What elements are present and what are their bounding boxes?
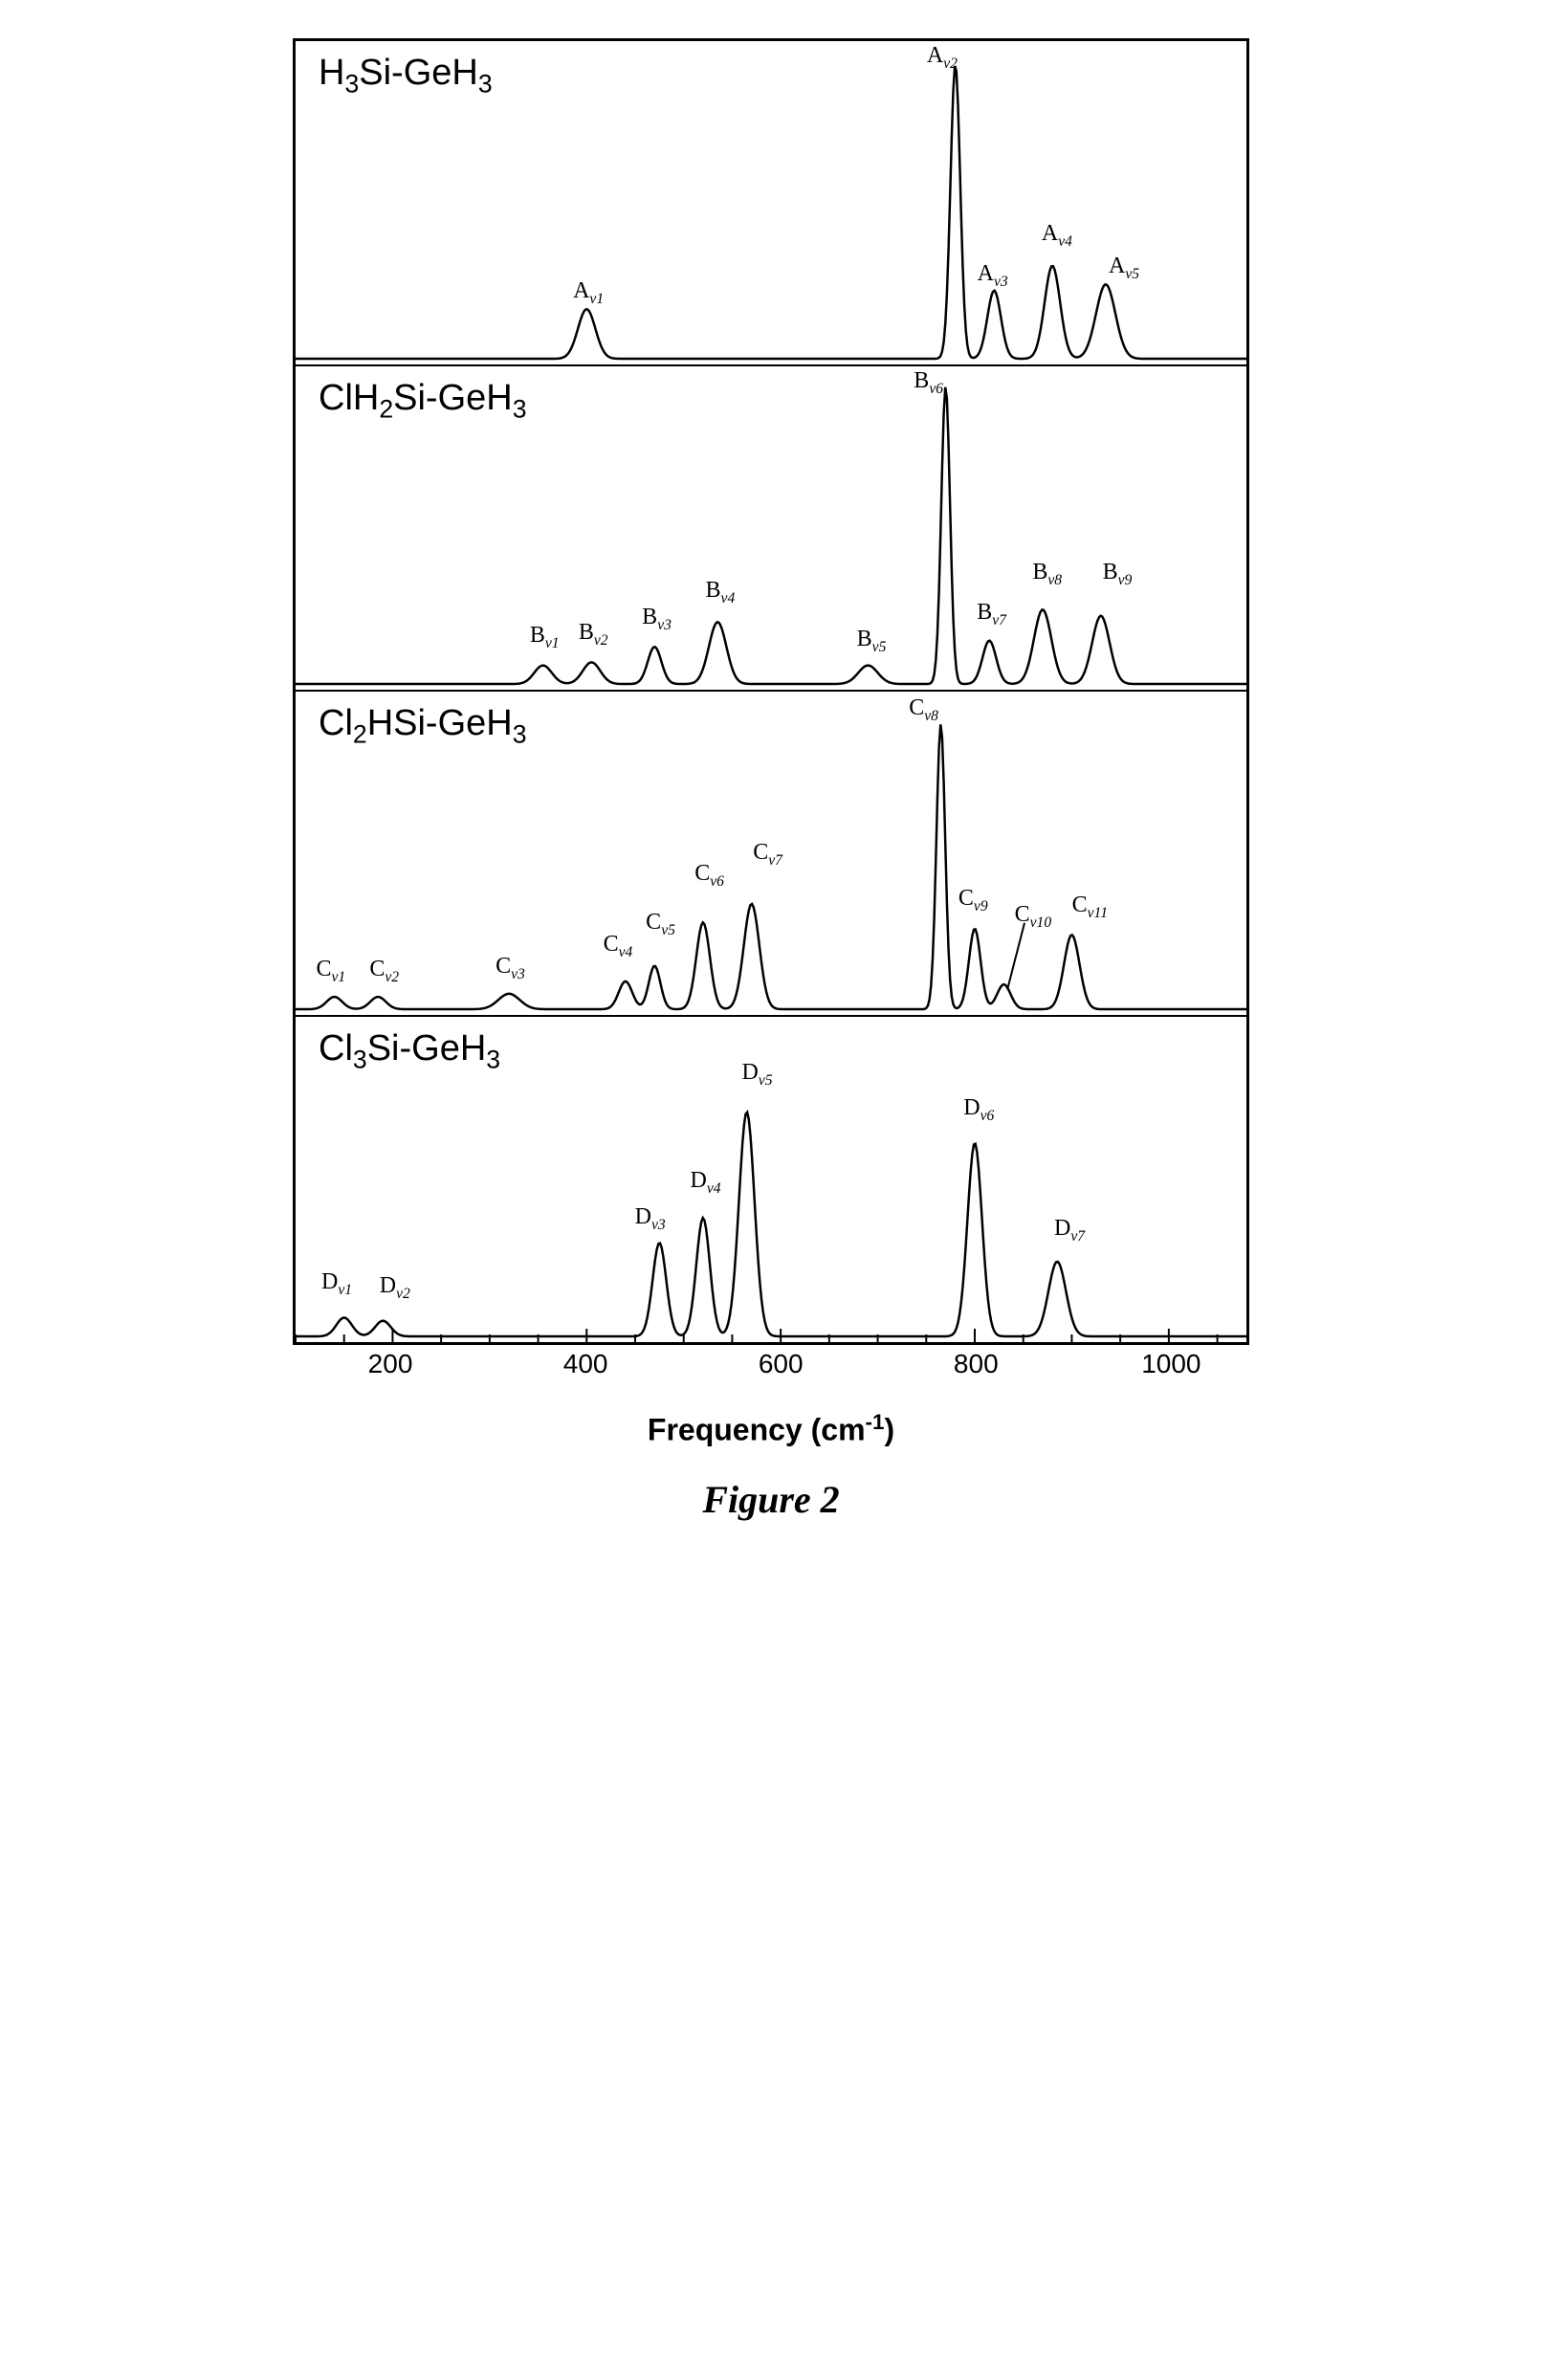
peak-label: Aν2 xyxy=(927,43,958,73)
peak-label: Dν1 xyxy=(321,1269,352,1299)
peak-label: Cν1 xyxy=(316,957,345,986)
peak-label: Bν6 xyxy=(914,368,943,398)
peak-label: Aν3 xyxy=(978,261,1008,291)
peak-label: Cν4 xyxy=(604,932,633,961)
panel-title: H3Si-GeH3 xyxy=(319,53,493,99)
spectrum-panel: Cl3Si-GeH3 Dν1 Dν2 Dν3 Dν4 Dν5 Dν6 Dν7 xyxy=(296,1017,1246,1342)
peak-label: Bν1 xyxy=(530,623,560,652)
peak-label: Bν2 xyxy=(579,620,608,650)
x-tick-label: 600 xyxy=(759,1349,804,1379)
peak-label: Cν6 xyxy=(694,861,724,891)
peak-label: Bν5 xyxy=(857,627,887,656)
peak-label: Cν3 xyxy=(496,954,525,983)
peak-label: Cν7 xyxy=(753,840,782,870)
peak-label: Aν5 xyxy=(1109,253,1139,283)
peak-label: Bν3 xyxy=(642,605,672,634)
peak-label: Aν1 xyxy=(573,278,604,308)
peak-label: Bν7 xyxy=(977,600,1006,629)
peak-label: Dν7 xyxy=(1054,1216,1085,1245)
spectrum-panel: ClH2Si-GeH3 Bν1 Bν2 Bν3 Bν4 Bν5 Bν6 Bν7 Bν8 Bν9 xyxy=(296,366,1246,692)
spectrum-panel: H3Si-GeH3 Aν1 Aν2 Aν3 Aν4 Aν5 xyxy=(296,41,1246,366)
panel-title: Cl3Si-GeH3 xyxy=(319,1028,500,1075)
spectrum-panel: Cl2HSi-GeH3 Cν1 Cν2 Cν3 Cν4 Cν5 Cν6 Cν7 Cν8 Cν9 Cν… xyxy=(296,692,1246,1017)
peak-label: Bν4 xyxy=(706,578,736,607)
peak-label: Bν9 xyxy=(1103,560,1133,589)
peak-label: Cν5 xyxy=(646,910,675,939)
x-tick-label: 1000 xyxy=(1141,1349,1201,1379)
peak-label: Dν3 xyxy=(635,1204,666,1234)
x-axis-label: Frequency (cm-1) xyxy=(293,1410,1249,1448)
peak-label: Cν9 xyxy=(958,886,988,915)
x-tick-label: 800 xyxy=(954,1349,999,1379)
peak-label: Aν4 xyxy=(1042,221,1072,251)
axis-label-prefix: Frequency (cm xyxy=(648,1413,866,1447)
peak-label: Bν8 xyxy=(1032,560,1062,589)
figure-caption: Figure 2 xyxy=(293,1477,1249,1522)
axis-label-suffix: ) xyxy=(884,1413,894,1447)
axis-label-sup: -1 xyxy=(866,1410,885,1434)
peak-label: Cν8 xyxy=(909,695,938,725)
panel-title: ClH2Si-GeH3 xyxy=(319,378,527,425)
peak-label: Dν5 xyxy=(741,1060,772,1090)
x-axis-ticks: 200 400 600 800 1000 xyxy=(293,1349,1249,1406)
figure-container: H3Si-GeH3 Aν1 Aν2 Aν3 Aν4 Aν5 ClH2Si-GeH3 Bν1 Bν… xyxy=(293,38,1249,1522)
peak-label: Cν11 xyxy=(1072,892,1108,922)
peak-label: Dν2 xyxy=(380,1273,410,1303)
panel-title: Cl2HSi-GeH3 xyxy=(319,703,527,750)
peak-label: Cν2 xyxy=(369,957,399,986)
peak-label: Dν4 xyxy=(691,1168,721,1198)
x-tick-label: 200 xyxy=(368,1349,413,1379)
peak-label: Cν10 xyxy=(1015,902,1052,932)
peak-label: Dν6 xyxy=(963,1095,994,1125)
x-tick-label: 400 xyxy=(563,1349,608,1379)
chart-frame: H3Si-GeH3 Aν1 Aν2 Aν3 Aν4 Aν5 ClH2Si-GeH3 Bν1 Bν… xyxy=(293,38,1249,1345)
